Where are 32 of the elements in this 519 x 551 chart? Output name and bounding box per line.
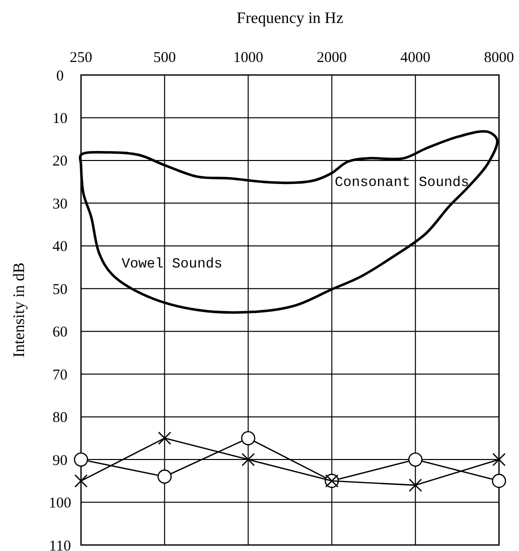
point	[242, 452, 255, 466]
y-tick-label: 60	[52, 324, 68, 341]
x-tick-label: 1000	[233, 50, 264, 66]
point	[408, 452, 422, 467]
x-tick-label: 500	[153, 50, 176, 66]
point	[492, 474, 506, 488]
y-tick-label: 80	[52, 410, 68, 426]
y-tick-label: 110	[49, 538, 71, 551]
point	[74, 452, 88, 467]
point	[158, 432, 172, 445]
annotation: Consonant Sounds	[334, 175, 470, 192]
annotation: Vowel Sounds	[122, 256, 222, 272]
y-tick-label: 0	[56, 68, 64, 84]
y-tick-label: 20	[52, 154, 68, 170]
x-tick-label: 8000	[484, 50, 514, 66]
point	[241, 431, 256, 446]
y-tick-label: 10	[52, 110, 68, 127]
chart-title: Frequency in Hz	[236, 10, 344, 27]
point	[158, 470, 172, 484]
x-tick-label: 250	[70, 50, 92, 66]
x-tick-label: 2000	[316, 50, 347, 66]
y-tick-label: 90	[52, 452, 68, 469]
y-tick-label: 50	[52, 282, 68, 298]
y-tick-label: 100	[48, 496, 72, 512]
point	[408, 478, 422, 492]
y-tick-label: 40	[52, 239, 68, 256]
y-axis-title: Intensity in dB	[11, 262, 28, 358]
y-tick-label: 30	[52, 196, 68, 212]
point	[492, 452, 506, 466]
point	[74, 474, 88, 488]
x-tick-label: 4000	[400, 50, 430, 66]
y-tick-label: 70	[52, 367, 68, 384]
